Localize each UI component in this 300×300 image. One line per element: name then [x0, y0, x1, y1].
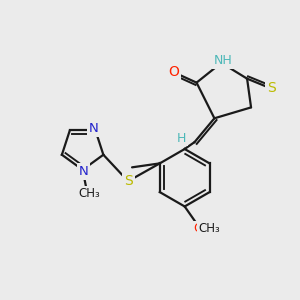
- Text: N: N: [88, 122, 98, 135]
- Text: O: O: [194, 222, 203, 235]
- Text: CH₃: CH₃: [199, 222, 220, 235]
- Text: S: S: [124, 174, 133, 188]
- Text: S: S: [268, 81, 276, 94]
- Text: N: N: [79, 165, 88, 178]
- Text: CH₃: CH₃: [79, 187, 101, 200]
- Text: H: H: [177, 132, 186, 145]
- Text: O: O: [168, 65, 179, 79]
- Text: NH: NH: [214, 54, 233, 67]
